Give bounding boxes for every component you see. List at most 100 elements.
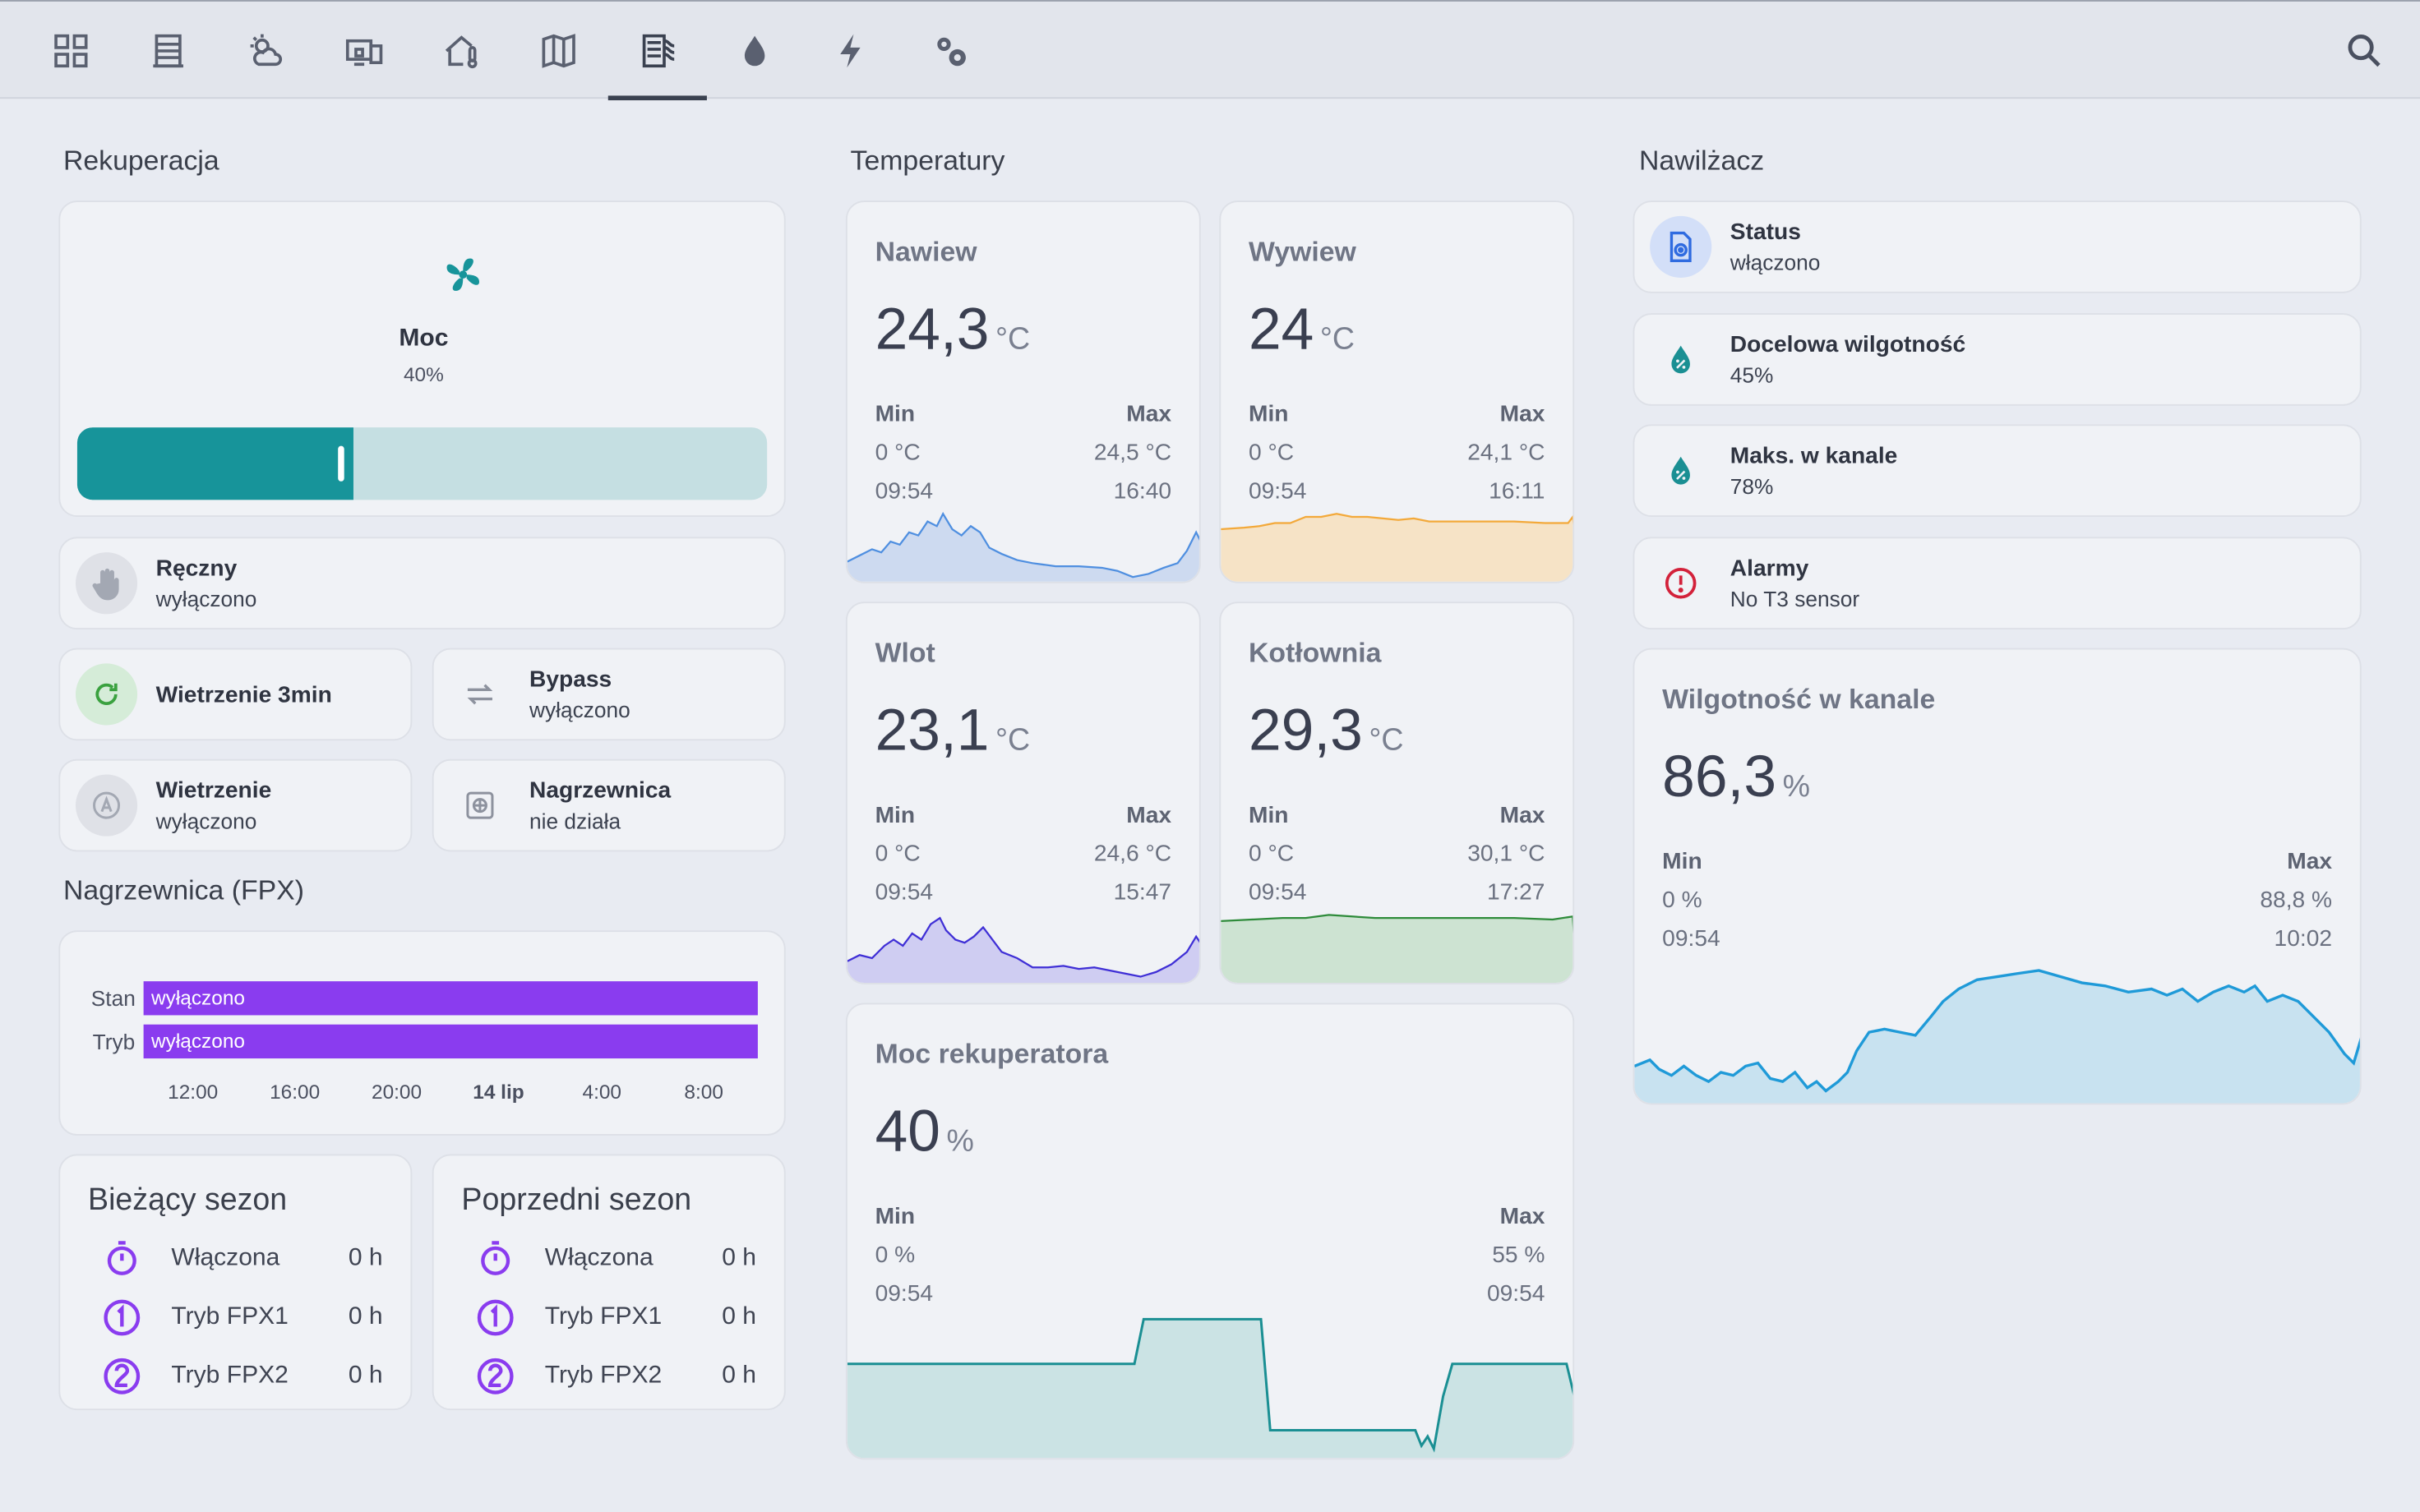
reczny-name: Ręczny xyxy=(155,555,238,582)
season-row: Włączona 0 h xyxy=(88,1236,383,1282)
fan-value: 40% xyxy=(403,362,444,386)
tab-weather[interactable] xyxy=(216,2,315,100)
tab-hvac[interactable] xyxy=(607,2,707,101)
sensor-card-wlot[interactable]: Wlot 23,1 °C Min Max 0 °C 24,6 °C 09:54 15:4… xyxy=(845,602,1201,984)
tab-building[interactable] xyxy=(119,2,218,100)
max-value: 24,5 °C xyxy=(1093,440,1172,467)
section-title-rekuperacja: Rekuperacja xyxy=(62,145,219,177)
min-value: 0 % xyxy=(875,1242,916,1269)
season-row-label: Tryb FPX2 xyxy=(171,1362,289,1389)
min-time: 09:54 xyxy=(1248,478,1307,505)
tab-overview[interactable] xyxy=(21,2,120,100)
timeline-tick: 12:00 xyxy=(168,1080,219,1104)
numeric-2-icon xyxy=(477,1358,514,1394)
status-tile[interactable]: Status włączono xyxy=(1633,201,2362,293)
sensor-card-wywiew[interactable]: Wywiew 24 °C Min Max 0 °C 24,1 °C 09:54 16:1… xyxy=(1219,201,1575,583)
bypass-tile[interactable]: Bypass wyłączono xyxy=(432,648,786,741)
fan-icon xyxy=(446,258,479,291)
season-row-value: 0 h xyxy=(348,1362,383,1389)
alarmy-name: Alarmy xyxy=(1730,555,1809,582)
fan-name: Moc xyxy=(399,325,449,353)
tab-devices[interactable] xyxy=(315,2,413,100)
tab-water[interactable] xyxy=(705,2,804,100)
wietrzenie3-tile[interactable]: Wietrzenie 3min xyxy=(58,648,413,741)
alarmy-tile[interactable]: Alarmy No T3 sensor xyxy=(1633,537,2362,630)
tab-energy[interactable] xyxy=(802,2,901,100)
nagrzewnica-state: nie działa xyxy=(529,808,621,833)
fan-card[interactable]: Moc 40% xyxy=(58,201,786,517)
timeline-tick: 20:00 xyxy=(371,1080,423,1104)
nagrzewnica-tile[interactable]: Nagrzewnica nie działa xyxy=(432,758,786,852)
sensor-unit: °C xyxy=(995,723,1031,758)
season-title: Poprzedni sezon xyxy=(461,1183,692,1218)
max-time: 16:11 xyxy=(1489,478,1545,505)
lightning-icon xyxy=(840,34,861,68)
sensor-card-wilgotnosc[interactable]: Wilgotność w kanale 86,3% Min Max 0 % 88,8… xyxy=(1633,648,2362,1105)
season-card-previous: Poprzedni sezon Włączona 0 h Tryb FPX1 0… xyxy=(432,1154,786,1411)
fan-slider-handle[interactable] xyxy=(337,445,344,482)
season-row-label: Włączona xyxy=(544,1245,653,1272)
max-time: 15:47 xyxy=(1113,879,1172,906)
timeline-label-stan: Stan xyxy=(90,985,136,1011)
max-label: Max xyxy=(1126,802,1172,829)
max-label: Max xyxy=(1499,1203,1545,1230)
numeric-1-icon xyxy=(477,1299,514,1336)
sensor-value: 24 xyxy=(1248,297,1314,363)
hand-icon xyxy=(76,552,138,615)
sensor-value: 40 xyxy=(875,1099,940,1165)
reczny-tile[interactable]: Ręczny wyłączono xyxy=(58,537,786,630)
max-value: 55 % xyxy=(1492,1242,1545,1269)
bypass-state: wyłączono xyxy=(529,697,630,722)
min-label: Min xyxy=(875,401,916,428)
sensor-name: Moc rekuperatora xyxy=(875,1038,1109,1070)
settings-cogs-icon xyxy=(937,37,966,67)
building-icon xyxy=(153,34,183,68)
timer-icon xyxy=(107,1241,136,1275)
timeline-tick: 14 lip xyxy=(473,1080,524,1104)
min-time: 09:54 xyxy=(1662,925,1720,952)
timeline-bar-tryb[interactable]: wyłączono xyxy=(143,1024,758,1059)
sensor-card-nawiew[interactable]: Nawiew 24,3 °C Min Max 0 °C 24,5 °C 09:54 16… xyxy=(845,201,1201,583)
sensor-card-moc-rekuperatora[interactable]: Moc rekuperatora 40% Min Max 0 % 55 % 09:5… xyxy=(845,1003,1575,1460)
min-time: 09:54 xyxy=(1248,879,1307,906)
max-label: Max xyxy=(2287,848,2333,875)
hvac-icon xyxy=(642,34,675,68)
numeric-1-icon xyxy=(104,1299,141,1336)
nagrzewnica-name: Nagrzewnica xyxy=(529,777,672,804)
max-time: 16:40 xyxy=(1113,478,1172,505)
max-value: 24,1 °C xyxy=(1467,440,1545,467)
sensor-value: 23,1 xyxy=(875,698,990,764)
top-toolbar xyxy=(0,0,2420,101)
section-title-temperatury: Temperatury xyxy=(850,145,1005,177)
fan-slider[interactable] xyxy=(76,427,768,500)
sparkline-kotlownia xyxy=(1221,914,1573,984)
timeline-tick: 8:00 xyxy=(684,1080,723,1104)
min-time: 09:54 xyxy=(875,478,934,505)
sparkline-wlot xyxy=(847,916,1199,984)
map-icon xyxy=(542,34,575,68)
docelowa-name: Docelowa wilgotność xyxy=(1730,331,1966,358)
sensor-card-kotlownia[interactable]: Kotłownia 29,3 °C Min Max 0 °C 30,1 °C 09:5… xyxy=(1219,602,1575,984)
timeline-label-tryb: Tryb xyxy=(92,1029,136,1054)
tab-settings[interactable] xyxy=(902,2,1000,100)
max-value: 88,8 % xyxy=(2260,887,2333,914)
sensor-name: Kotłownia xyxy=(1248,637,1382,669)
min-value: 0 °C xyxy=(1248,440,1295,467)
alert-circle-icon xyxy=(1650,552,1711,614)
alarmy-state: No T3 sensor xyxy=(1730,586,1860,611)
tab-map[interactable] xyxy=(510,2,608,100)
search-icon[interactable] xyxy=(2343,30,2386,73)
min-label: Min xyxy=(1662,848,1702,875)
min-value: 0 °C xyxy=(875,440,921,467)
wietrzenie-tile[interactable]: Wietrzenie wyłączono xyxy=(58,758,413,852)
timeline-tick: 4:00 xyxy=(582,1080,622,1104)
tab-home-climate[interactable] xyxy=(412,2,510,100)
season-row-value: 0 h xyxy=(348,1245,383,1272)
timeline-bar-stan[interactable]: wyłączono xyxy=(143,981,758,1016)
season-row: Tryb FPX1 0 h xyxy=(88,1294,383,1340)
maks-tile[interactable]: Maks. w kanale 78% xyxy=(1633,424,2362,517)
season-row-value: 0 h xyxy=(722,1362,757,1389)
maks-name: Maks. w kanale xyxy=(1730,442,1898,469)
docelowa-tile[interactable]: Docelowa wilgotność 45% xyxy=(1633,313,2362,406)
sensor-unit: % xyxy=(946,1124,974,1159)
